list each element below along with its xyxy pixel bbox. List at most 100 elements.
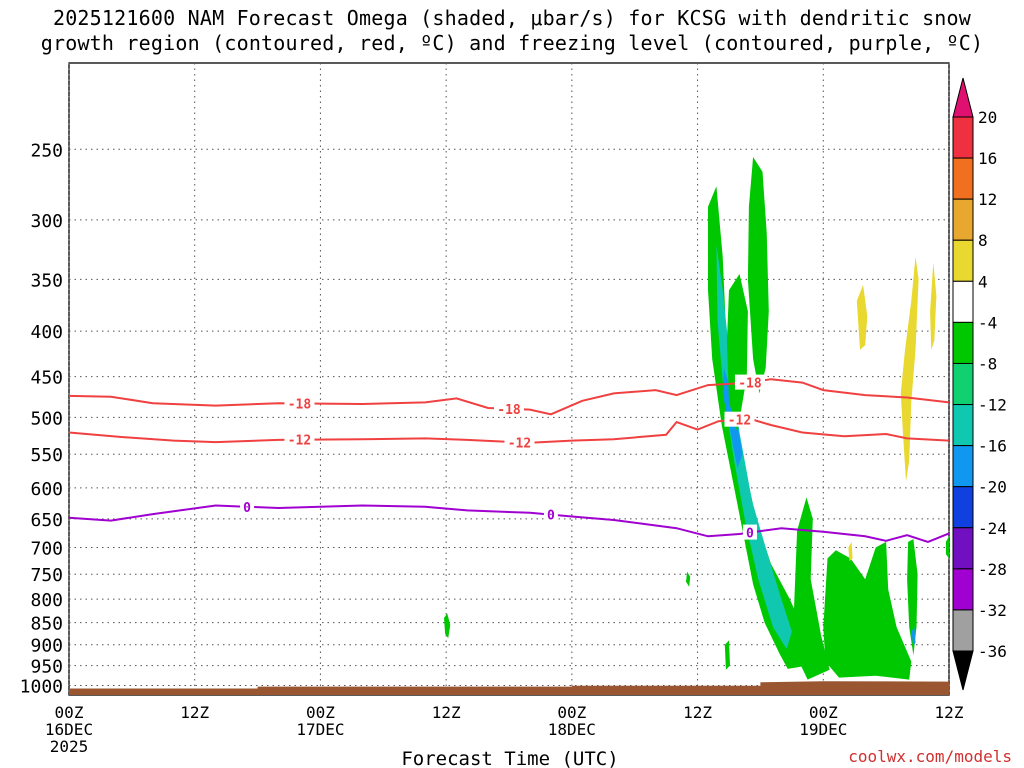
x-tick-label: 00Z: [306, 703, 335, 722]
colorbar-tick-label: -16: [978, 437, 1007, 456]
omega-shaded-region: [911, 627, 916, 647]
colorbar-swatch: [952, 404, 974, 447]
contour-label: 0: [547, 509, 555, 524]
colorbar-swatch: [952, 362, 974, 406]
colorbar-top-arrow: [952, 77, 974, 118]
contour-label-bg: [494, 400, 524, 416]
colorbar-tick-label: -8: [978, 354, 997, 373]
x-tick-label: 12Z: [432, 703, 461, 722]
omega-shaded-region: [444, 613, 451, 639]
contour-label-bg: [724, 411, 755, 427]
y-tick-label: 900: [30, 636, 63, 657]
omega-shaded-region: [794, 497, 830, 680]
colorbar-swatch: [952, 116, 974, 159]
contour-label-bg: [734, 374, 765, 390]
omega-shaded-region: [686, 571, 691, 587]
colorbar-tick-label: -36: [978, 642, 1007, 661]
contour-label-bg: [504, 434, 535, 450]
x-tick-label: 12Z: [180, 703, 209, 722]
colorbar-tick-label: -28: [978, 560, 1007, 579]
contour-line: [68, 378, 950, 416]
contour-label-bg: [742, 524, 757, 540]
contour-label: 0: [746, 527, 754, 542]
terrain-surface: [69, 681, 949, 695]
omega-shaded-region: [747, 157, 769, 394]
colorbar-swatch: [952, 321, 974, 364]
colorbar-tick-label: -4: [978, 313, 997, 332]
contour-label: -18: [288, 397, 312, 412]
contour-line: [68, 417, 950, 444]
x-tick-label: 2025: [50, 737, 89, 756]
colorbar-tick-label: 12: [978, 190, 997, 209]
colorbar-tick-label: 4: [978, 272, 988, 291]
omega-shaded-region: [930, 262, 937, 350]
y-tick-label: 1000: [20, 676, 63, 697]
omega-shaded-region: [848, 541, 853, 562]
colorbar-tick-label: 20: [978, 108, 997, 127]
colorbar-swatch: [952, 609, 974, 652]
y-tick-label: 550: [30, 445, 63, 466]
x-axis-title: Forecast Time (UTC): [401, 748, 618, 768]
chart-title-line-2: growth region (contoured, red, ºC) and f…: [40, 31, 984, 55]
colorbar-swatch: [952, 280, 974, 323]
contour-label-bg: [284, 431, 315, 447]
x-tick-label: 00Z: [557, 703, 586, 722]
omega-shaded-region: [724, 640, 730, 670]
source-credit: coolwx.com/models: [848, 747, 1012, 766]
y-tick-label: 400: [30, 322, 63, 343]
contour-label: -12: [728, 414, 751, 429]
colorbar-tick-label: 16: [978, 149, 997, 168]
contour-label-bg: [284, 395, 315, 411]
x-tick-label: 17DEC: [296, 720, 344, 739]
y-tick-label: 650: [30, 510, 63, 531]
omega-shaded-region: [856, 284, 868, 350]
colorbar-swatch: [952, 445, 974, 488]
omega-shaded-region: [726, 273, 748, 433]
x-tick-label: 18DEC: [548, 720, 596, 739]
pressure-tick-labels: 2503003504004505005506006507007508008509…: [20, 140, 63, 697]
y-tick-label: 250: [30, 140, 63, 161]
contour-label: -18: [738, 377, 762, 392]
x-tick-label: 16DEC: [45, 720, 93, 739]
plot-frame: [68, 62, 950, 696]
y-tick-label: 800: [30, 590, 63, 611]
y-tick-label: 450: [30, 368, 63, 389]
colorbar-swatch: [952, 568, 974, 611]
terrain-fill: [69, 681, 949, 695]
contour-label: -12: [508, 436, 531, 451]
contour-lines: -18 -18 -18 -12 -12 -12 0 0 0: [68, 374, 950, 543]
colorbar-swatch: [952, 198, 974, 241]
omega-shading: [444, 157, 949, 680]
omega-shaded-region: [907, 539, 918, 656]
omega-shaded-region: [716, 244, 792, 650]
x-tick-label: 12Z: [683, 703, 712, 722]
contour-label-bg: [543, 506, 558, 522]
grid-lines: [68, 63, 950, 695]
y-tick-label: 750: [30, 565, 63, 586]
omega-shaded-region: [945, 536, 949, 559]
colorbar-swatch: [952, 486, 974, 529]
x-tick-label: 12Z: [935, 703, 964, 722]
colorbar-tick-label: -24: [978, 519, 1007, 538]
y-tick-label: 350: [30, 270, 63, 291]
contour-line: [68, 504, 950, 543]
y-tick-label: 950: [30, 657, 63, 678]
y-tick-label: 600: [30, 479, 63, 500]
chart-title-line-1: 2025121600 NAM Forecast Omega (shaded, μ…: [52, 6, 972, 30]
y-tick-label: 850: [30, 614, 63, 635]
colorbar-swatch: [952, 157, 974, 200]
x-tick-label: 00Z: [809, 703, 838, 722]
colorbar-tick-label: -32: [978, 601, 1007, 620]
omega-colorbar: 20 16 12 8 4 -4 -8 -12 -16 -20 -24 -28 -32 -36: [952, 77, 1007, 691]
omega-shaded-region: [900, 256, 919, 482]
colorbar-swatch: [952, 527, 974, 570]
contour-label-bg: [240, 498, 255, 514]
y-tick-label: 300: [30, 211, 63, 232]
colorbar-tick-label: -12: [978, 396, 1007, 415]
omega-shaded-region: [823, 541, 912, 680]
colorbar-tick-label: -20: [978, 478, 1007, 497]
y-tick-label: 500: [30, 408, 63, 429]
